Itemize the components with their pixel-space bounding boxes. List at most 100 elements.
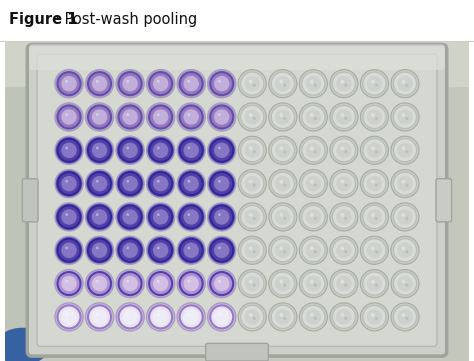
Circle shape (153, 143, 168, 158)
Circle shape (269, 303, 297, 331)
Circle shape (249, 280, 253, 284)
Circle shape (391, 203, 419, 231)
Circle shape (92, 143, 107, 158)
Circle shape (332, 272, 356, 295)
Circle shape (127, 113, 129, 116)
Circle shape (371, 180, 375, 184)
Circle shape (96, 313, 99, 316)
Circle shape (397, 276, 413, 291)
Circle shape (149, 239, 172, 262)
Circle shape (336, 76, 352, 91)
Circle shape (401, 280, 405, 284)
Circle shape (397, 143, 413, 158)
Circle shape (55, 303, 83, 331)
Circle shape (249, 213, 253, 217)
Circle shape (330, 270, 358, 297)
Circle shape (57, 239, 81, 262)
Circle shape (241, 205, 264, 229)
Circle shape (336, 143, 352, 158)
Circle shape (61, 209, 77, 225)
Circle shape (271, 239, 294, 262)
Circle shape (253, 84, 256, 87)
Circle shape (360, 303, 389, 331)
Circle shape (245, 309, 260, 325)
Circle shape (157, 313, 160, 316)
Circle shape (344, 184, 347, 187)
Circle shape (271, 105, 294, 129)
Circle shape (57, 305, 81, 329)
Circle shape (55, 270, 83, 297)
Circle shape (360, 103, 389, 131)
Circle shape (302, 305, 325, 329)
Circle shape (363, 172, 386, 195)
Circle shape (210, 72, 233, 95)
Circle shape (85, 303, 114, 331)
Circle shape (332, 139, 356, 162)
Circle shape (275, 176, 291, 191)
Circle shape (218, 147, 221, 149)
Circle shape (127, 280, 129, 283)
Circle shape (180, 139, 203, 162)
Circle shape (127, 213, 129, 216)
Circle shape (210, 105, 233, 129)
Circle shape (122, 109, 138, 125)
Bar (5, 42, 39, 361)
Circle shape (397, 76, 413, 91)
Circle shape (275, 309, 291, 325)
Circle shape (96, 213, 99, 216)
Circle shape (397, 109, 413, 125)
Circle shape (177, 236, 205, 264)
Circle shape (391, 103, 419, 131)
Circle shape (310, 180, 314, 184)
Circle shape (269, 236, 297, 264)
Circle shape (210, 205, 233, 229)
Circle shape (208, 236, 236, 264)
Circle shape (363, 272, 386, 295)
Circle shape (269, 270, 297, 297)
Circle shape (245, 176, 260, 191)
Circle shape (210, 239, 233, 262)
Circle shape (208, 70, 236, 98)
Circle shape (180, 205, 203, 229)
Circle shape (245, 109, 260, 125)
Circle shape (405, 217, 409, 220)
Circle shape (177, 303, 205, 331)
Circle shape (375, 84, 378, 87)
Circle shape (275, 209, 291, 225)
Circle shape (88, 305, 111, 329)
Circle shape (371, 280, 375, 284)
Circle shape (157, 213, 160, 216)
Circle shape (371, 147, 375, 150)
Circle shape (405, 84, 409, 87)
Circle shape (269, 203, 297, 231)
Circle shape (157, 113, 160, 116)
Circle shape (92, 109, 107, 125)
Circle shape (302, 205, 325, 229)
Circle shape (180, 105, 203, 129)
Circle shape (306, 76, 321, 91)
Circle shape (391, 70, 419, 98)
Circle shape (218, 80, 221, 83)
Circle shape (238, 270, 266, 297)
Circle shape (183, 176, 199, 191)
Circle shape (214, 76, 229, 91)
Circle shape (336, 176, 352, 191)
Circle shape (116, 103, 144, 131)
Circle shape (57, 105, 81, 129)
Circle shape (65, 113, 68, 116)
Circle shape (118, 272, 142, 295)
Circle shape (210, 172, 233, 195)
Circle shape (92, 76, 107, 91)
Circle shape (55, 103, 83, 131)
Circle shape (238, 236, 266, 264)
Circle shape (279, 313, 283, 317)
Circle shape (208, 203, 236, 231)
Circle shape (363, 239, 386, 262)
Circle shape (302, 172, 325, 195)
Circle shape (344, 117, 347, 120)
Circle shape (116, 136, 144, 164)
Circle shape (146, 136, 175, 164)
Circle shape (61, 243, 77, 258)
Circle shape (310, 213, 314, 217)
Circle shape (122, 209, 138, 225)
